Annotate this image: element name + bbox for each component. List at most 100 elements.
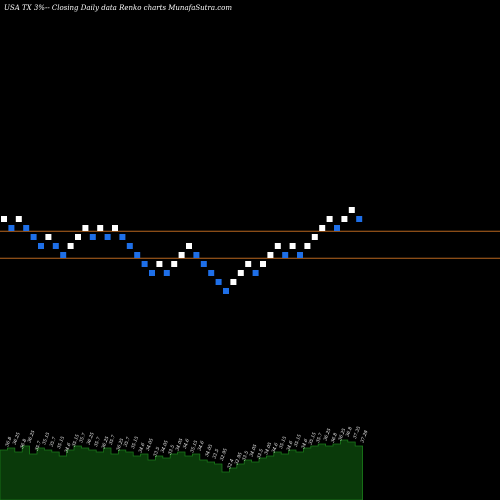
brick-label-15: 36.25: [115, 437, 125, 451]
renko-brick-6: [45, 233, 52, 240]
brick-label-13: 36.25: [100, 435, 110, 449]
renko-brick-7: [52, 242, 59, 249]
renko-brick-43: [319, 224, 326, 231]
brick-label-46: 36.8: [345, 426, 354, 438]
renko-brick-4: [30, 233, 37, 240]
brick-label-11: 36.25: [86, 431, 96, 445]
renko-brick-36: [267, 251, 274, 258]
brick-label-30: 32.4: [226, 458, 235, 470]
brick-label-45: 36.25: [337, 427, 347, 441]
brick-label-9: 35.15: [71, 433, 81, 447]
renko-brick-27: [200, 260, 207, 267]
renko-brick-14: [104, 233, 111, 240]
brick-label-44: 36.8: [330, 432, 339, 444]
brick-label-0: 36.8: [4, 436, 13, 448]
renko-brick-25: [186, 242, 192, 249]
renko-brick-47: [348, 207, 355, 214]
chart-title: USA TX 3%-- Closing Daily data Renko cha…: [4, 4, 232, 12]
renko-brick-21: [156, 260, 163, 267]
brick-label-34: 33.5: [256, 448, 265, 460]
renko-brick-42: [311, 233, 318, 240]
renko-brick-20: [149, 269, 155, 276]
volume-area: [0, 439, 364, 500]
renko-brick-11: [82, 224, 89, 231]
brick-label-17: 35.15: [130, 435, 140, 449]
brick-label-24: 34.6: [182, 438, 191, 450]
brick-label-27: 34.05: [204, 443, 214, 457]
renko-brick-0: [1, 216, 7, 222]
renko-brick-18: [134, 251, 141, 258]
renko-brick-16: [119, 233, 126, 240]
brick-label-4: 35.7: [34, 440, 43, 452]
brick-label-7: 35.15: [56, 435, 66, 449]
brick-label-40: 34.6: [300, 438, 309, 450]
renko-brick-35: [260, 260, 266, 267]
brick-label-39: 35.15: [293, 433, 303, 447]
renko-brick-24: [178, 251, 185, 258]
renko-brick-17: [126, 242, 133, 249]
brick-label-12: 35.7: [93, 436, 102, 448]
renko-brick-34: [252, 269, 259, 276]
renko-brick-28: [208, 269, 215, 276]
renko-brick-44: [326, 216, 333, 222]
brick-label-8: 34.6: [63, 442, 72, 454]
renko-brick-10: [75, 233, 81, 240]
renko-brick-30: [223, 287, 229, 294]
brick-label-42: 35.7: [315, 432, 324, 444]
renko-brick-23: [171, 260, 178, 267]
brick-label-1: 36.25: [12, 431, 22, 445]
brick-label-14: 35.7: [108, 434, 117, 446]
brick-label-19: 34.05: [145, 437, 155, 451]
renko-brick-33: [245, 260, 252, 267]
renko-brick-48: [356, 216, 363, 222]
brick-label-35: 34.05: [263, 441, 273, 455]
renko-brick-5: [38, 242, 44, 249]
renko-brick-38: [282, 251, 289, 258]
brick-label-32: 33.5: [241, 450, 250, 462]
renko-brick-41: [304, 242, 311, 249]
brick-label-43: 36.25: [322, 427, 332, 441]
brick-label-25: 35.15: [189, 439, 199, 453]
renko-brick-19: [141, 260, 148, 267]
renko-brick-31: [230, 278, 237, 285]
renko-brick-46: [341, 216, 348, 222]
renko-brick-45: [334, 224, 340, 231]
renko-brick-29: [215, 278, 222, 285]
renko-bricks: [1, 207, 363, 294]
brick-label-26: 34.6: [197, 440, 206, 452]
brick-label-20: 33.5: [152, 446, 161, 458]
renko-brick-37: [274, 242, 281, 249]
brick-label-47: 37.35: [352, 425, 362, 439]
renko-brick-22: [163, 269, 170, 276]
brick-label-16: 35.7: [123, 436, 132, 448]
brick-label-10: 35.7: [78, 432, 87, 444]
brick-label-18: 34.6: [137, 442, 146, 454]
brick-label-29: 32.95: [219, 447, 229, 461]
renko-brick-15: [112, 224, 118, 231]
brick-label-5: 35.15: [41, 431, 51, 445]
brick-label-2: 36.8: [19, 438, 28, 450]
brick-label-28: 33.5: [211, 448, 220, 460]
brick-label-21: 34.05: [160, 439, 170, 453]
brick-label-31: 32.95: [234, 451, 244, 465]
renko-brick-8: [60, 251, 67, 258]
brick-label-38: 34.6: [285, 440, 294, 452]
brick-label-48: 37.28: [359, 429, 369, 443]
renko-brick-1: [8, 224, 15, 231]
level-lines: [0, 230, 500, 259]
brick-label-3: 36.25: [26, 429, 36, 443]
renko-brick-26: [193, 251, 200, 258]
brick-label-36: 34.6: [271, 442, 280, 454]
renko-brick-2: [15, 216, 22, 222]
renko-brick-32: [237, 269, 244, 276]
renko-brick-9: [67, 242, 74, 249]
renko-brick-40: [297, 251, 303, 258]
brick-label-37: 35.15: [278, 435, 288, 449]
renko-brick-13: [97, 224, 104, 231]
brick-label-41: 35.15: [308, 431, 318, 445]
renko-brick-12: [89, 233, 96, 240]
renko-brick-3: [23, 224, 30, 231]
